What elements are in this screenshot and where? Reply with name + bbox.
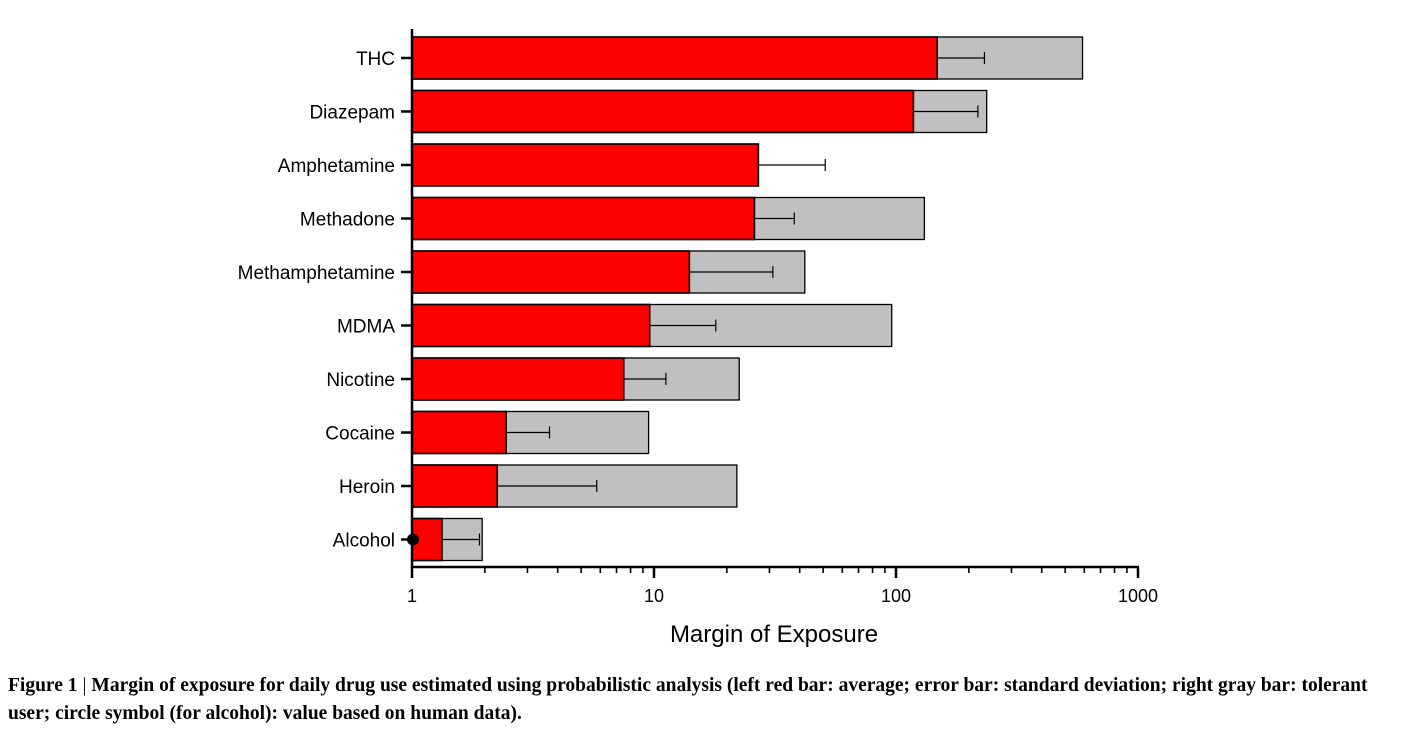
chart: THC Diazepam Amphetamine Methadone Methamphe… (238, 29, 1158, 648)
figure-caption-text: Margin of exposure for daily drug use es… (8, 675, 1368, 724)
y-tick-label-cocaine: Cocaine (325, 424, 395, 445)
average-bar-diazepam (411, 89, 915, 134)
y-tick-label-mdma: MDMA (337, 317, 395, 338)
average-bars-group (411, 36, 939, 562)
figure-separator: | (82, 675, 87, 696)
figure-caption: Figure 1 | Margin of exposure for daily dr… (8, 672, 1403, 728)
average-bar-thc (411, 36, 939, 80)
y-tick-label-alcohol: Alcohol (333, 531, 395, 552)
y-tick-label-nicotine: Nicotine (326, 370, 395, 391)
average-bar-heroin (411, 464, 499, 508)
x-axis-title: Margin of Exposure (670, 621, 878, 648)
average-bar-mdma (411, 303, 651, 348)
y-tick-label-amphetamine: Amphetamine (278, 156, 395, 177)
error-bars-group (441, 52, 986, 546)
y-tick-label-heroin: Heroin (339, 477, 395, 498)
x-tick-label: 1000 (1118, 586, 1158, 606)
bar-chart-svg: THC Diazepam Amphetamine Methadone Methamphe… (238, 29, 1158, 648)
x-tick-label: 1 (407, 586, 417, 606)
x-tick-label: 100 (881, 586, 911, 606)
average-bar-amphetamine (411, 143, 760, 187)
average-bar-methadone (411, 196, 756, 241)
y-tick-label-diazepam: Diazepam (309, 103, 395, 124)
x-tick-label: 10 (644, 586, 664, 606)
average-bar-cocaine (411, 410, 507, 455)
x-axis: 1 10 100 1000 (407, 565, 1158, 606)
y-tick-label-thc: THC (356, 49, 395, 70)
average-bar-nicotine (411, 357, 625, 401)
figure-label: Figure 1 (8, 675, 78, 696)
y-axis: THC Diazepam Amphetamine Methadone Methamphe… (238, 29, 414, 568)
average-bar-methamphetamine (411, 250, 691, 294)
y-tick-label-methamphetamine: Methamphetamine (238, 263, 395, 284)
y-tick-label-methadone: Methadone (300, 210, 395, 231)
